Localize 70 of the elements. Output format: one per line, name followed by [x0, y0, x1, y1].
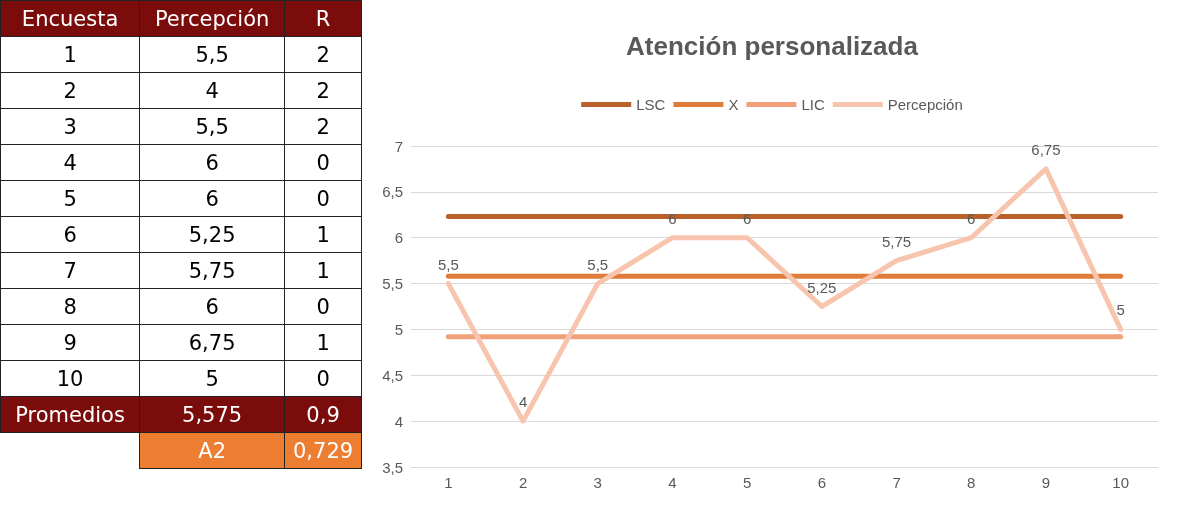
x-tick-label: 9: [1041, 474, 1051, 491]
x-tick-label: 1: [444, 474, 453, 491]
data-label: 5,5: [437, 255, 459, 273]
data-label: 6,75: [139, 324, 285, 361]
y-tick-label: 8: [0, 288, 140, 325]
data-label: 2: [284, 72, 362, 109]
data-label: 5,25: [139, 216, 285, 253]
y-tick-label: 2: [0, 72, 140, 109]
data-label: 4: [518, 393, 528, 411]
summary-cell: Promedios: [0, 396, 140, 433]
y-tick-label: 4,5: [382, 366, 403, 384]
data-label: 0: [284, 288, 362, 325]
summary-cell: 0,729: [284, 432, 362, 469]
x-tick-label: 8: [967, 474, 976, 491]
data-label: 0: [284, 360, 362, 397]
data-label: 5: [139, 360, 285, 397]
data-label: 4: [139, 72, 285, 109]
data-label: 2: [284, 108, 362, 145]
x-tick-label: 6: [817, 474, 827, 491]
x-tick-label: R: [284, 0, 362, 37]
y-tick-label: 6,5: [382, 183, 403, 201]
data-label: 6: [139, 180, 285, 217]
y-tick-label: 5: [0, 180, 140, 217]
x-tick-label: 10: [1112, 474, 1129, 491]
legend-label: LSC: [636, 96, 666, 113]
summary-cell: 5,575: [139, 396, 285, 433]
summary-cell: 0,9: [284, 396, 362, 433]
data-label: 1: [284, 216, 362, 253]
x-tick-label: 7: [892, 474, 901, 491]
data-label: 6: [668, 209, 677, 227]
x-tick-label: 2: [518, 474, 528, 491]
x-tick-label: 5: [742, 474, 752, 491]
data-label: 5,25: [807, 278, 837, 296]
data-label: 2: [284, 36, 362, 73]
data-label: 5,5: [139, 36, 285, 73]
x-tick-label: 4: [668, 474, 677, 491]
y-tick-label: 3,5: [382, 458, 403, 476]
y-tick-label: 7: [0, 252, 140, 289]
data-label: 5,75: [881, 232, 912, 250]
chart-title: Atención personalizada: [626, 31, 919, 61]
data-label: 0: [284, 180, 362, 217]
y-tick-label: 5,5: [382, 275, 403, 293]
data-label: 6: [139, 288, 285, 325]
x-tick-label: 3: [593, 474, 602, 491]
legend-label: X: [728, 96, 739, 113]
y-tick-label: 4: [394, 412, 403, 430]
data-label: 6: [742, 209, 752, 227]
data-label: 6: [139, 144, 285, 181]
legend-label: Percepción: [887, 96, 963, 113]
y-tick-label: 3: [0, 108, 140, 145]
y-tick-label: 7: [394, 137, 403, 155]
y-tick-label: 4: [0, 144, 140, 181]
y-tick-label: 6: [394, 229, 403, 247]
data-label: 1: [284, 324, 362, 361]
data-label: 6,75: [1031, 140, 1061, 158]
data-label: 5,75: [139, 252, 285, 289]
y-tick-label: 1: [0, 36, 140, 73]
data-label: 0: [284, 144, 362, 181]
data-label: 5: [1116, 301, 1125, 319]
data-label: 1: [284, 252, 362, 289]
y-axis-title: Encuesta: [0, 0, 140, 37]
y-tick-label: 6: [0, 216, 140, 253]
legend-label: LIC: [801, 96, 825, 113]
data-label: 6: [967, 209, 976, 227]
y-tick-label: 5: [394, 320, 403, 338]
y-tick-label: 9: [0, 324, 140, 361]
y-tick-label: 10: [0, 360, 140, 397]
summary-cell: A2: [139, 432, 285, 469]
data-label: 5,5: [587, 255, 609, 273]
data-label: 5,5: [139, 108, 285, 145]
